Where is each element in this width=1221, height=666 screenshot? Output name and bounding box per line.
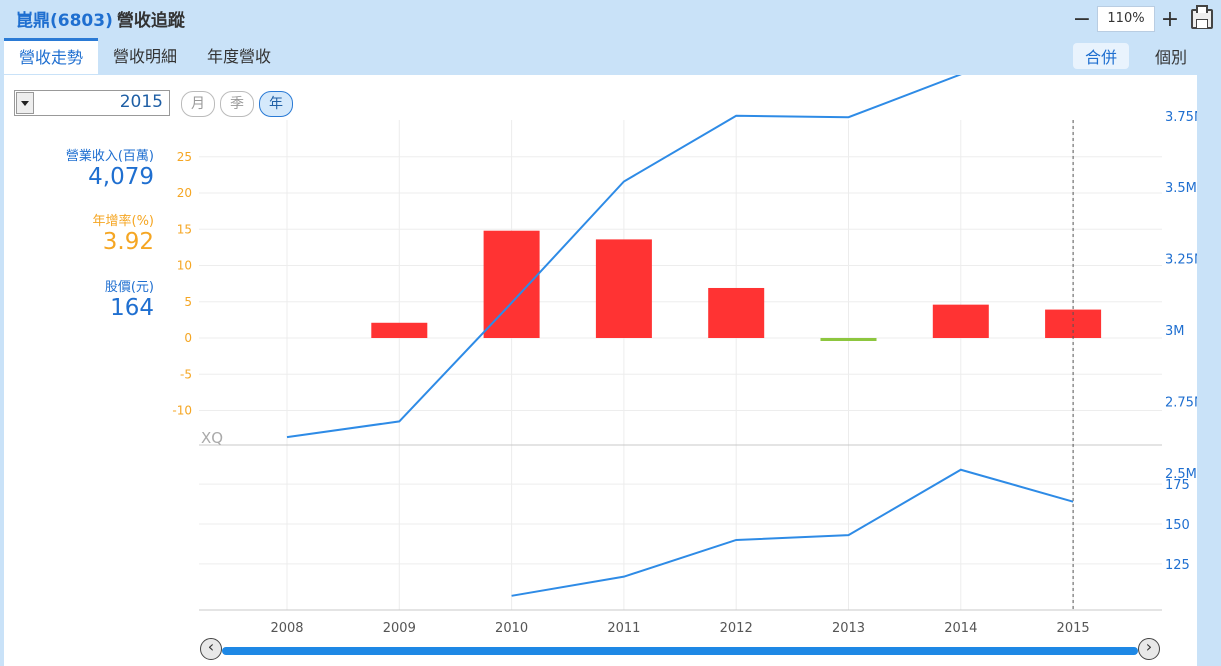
- zoom-controls: − 110% +: [1069, 5, 1221, 32]
- dropdown-arrow-icon[interactable]: [16, 92, 34, 114]
- left-axis-tick-label: -10: [172, 404, 192, 418]
- revenue-chart: 2520151050-5-104.25M4M3.75M3.5M3.25M3M2.…: [172, 75, 1197, 635]
- x-axis-tick-label: 2011: [607, 621, 640, 635]
- left-axis-tick-label: 0: [184, 331, 192, 345]
- revenue-label: 營業收入(百萬): [65, 149, 154, 164]
- x-axis-tick-label: 2010: [495, 621, 528, 635]
- zoom-in-button[interactable]: +: [1157, 6, 1183, 32]
- time-range-slider: ‹ ›: [200, 634, 1160, 666]
- tab-annual-revenue[interactable]: 年度營收: [207, 47, 272, 66]
- right-axis-tick-label: 2.75M: [1165, 395, 1197, 410]
- tab-revenue-detail[interactable]: 營收明細: [113, 47, 178, 66]
- left-axis-tick-label: 25: [177, 150, 192, 164]
- print-icon[interactable]: [1191, 5, 1213, 29]
- price-label: 股價(元): [104, 280, 154, 295]
- growth-bar: [932, 304, 989, 338]
- growth-bar: [483, 230, 540, 338]
- tab-bar: 營收走勢 營收明細 年度營收: [4, 38, 286, 74]
- period-month-button[interactable]: 月: [181, 91, 215, 117]
- growth-label: 年增率(%): [92, 214, 155, 229]
- zoom-out-button[interactable]: −: [1069, 6, 1095, 32]
- growth-readout: 年增率(%) 3.92: [93, 210, 155, 255]
- revenue-readout: 營業收入(百萬) 4,079: [66, 145, 154, 190]
- mode-consolidated-button[interactable]: 合併: [1072, 43, 1129, 69]
- year-select[interactable]: 2015: [14, 90, 170, 116]
- growth-bar: [820, 338, 877, 341]
- period-buttons: 月 季 年: [181, 91, 293, 117]
- left-axis-tick-label: 20: [177, 186, 192, 200]
- left-axis-tick-label: 5: [184, 295, 192, 309]
- slider-track[interactable]: [222, 647, 1138, 655]
- chevron-right-icon[interactable]: ›: [1138, 637, 1160, 660]
- watermark-label: XQ: [201, 429, 223, 447]
- right-axis-tick-label: 3M: [1165, 324, 1185, 339]
- price-axis-tick-label: 175: [1165, 478, 1190, 493]
- growth-value: 3.92: [102, 229, 154, 255]
- year-select-value: 2015: [119, 92, 163, 112]
- price-axis-tick-label: 150: [1165, 518, 1190, 533]
- chevron-left-icon[interactable]: ‹: [200, 637, 222, 660]
- left-axis-tick-label: -5: [180, 367, 192, 381]
- price-line: [511, 468, 1074, 597]
- consolidation-toggle: 合併 個別: [1072, 43, 1199, 69]
- x-axis-tick-label: 2012: [720, 621, 753, 635]
- growth-bar: [595, 239, 652, 338]
- x-axis-tick-label: 2009: [383, 621, 416, 635]
- left-axis-tick-label: 15: [177, 222, 192, 236]
- period-quarter-button[interactable]: 季: [220, 91, 254, 117]
- stock-name: 崑鼎(6803): [16, 11, 113, 31]
- x-axis-tick-label: 2008: [270, 621, 303, 635]
- price-value: 164: [110, 295, 154, 321]
- x-axis-tick-label: 2013: [832, 621, 865, 635]
- page-title: 崑鼎(6803) 營收追蹤: [16, 6, 185, 31]
- revenue-line: [286, 75, 962, 439]
- period-year-button[interactable]: 年: [259, 91, 293, 117]
- right-axis-tick-label: 2.5M: [1165, 467, 1197, 482]
- right-axis-tick-label: 3.75M: [1165, 110, 1197, 125]
- chart-panel: 2015 月 季 年 營業收入(百萬) 4,079 年增率(%) 3.92 股價…: [4, 75, 1197, 666]
- growth-bar: [371, 322, 428, 338]
- page-subtitle: 營收追蹤: [116, 11, 185, 31]
- price-readout: 股價(元) 164: [105, 276, 154, 321]
- left-axis-tick-label: 10: [177, 259, 192, 273]
- x-axis-tick-label: 2015: [1057, 621, 1090, 635]
- revenue-value: 4,079: [88, 164, 154, 190]
- right-axis-tick-label: 3.25M: [1165, 253, 1197, 268]
- growth-bar: [708, 287, 765, 338]
- x-axis-tick-label: 2014: [944, 621, 977, 635]
- price-axis-tick-label: 125: [1165, 558, 1190, 573]
- zoom-value: 110%: [1097, 6, 1155, 32]
- tab-revenue-trend[interactable]: 營收走勢: [4, 38, 99, 74]
- right-axis-tick-label: 3.5M: [1165, 181, 1197, 196]
- mode-individual-button[interactable]: 個別: [1154, 48, 1187, 67]
